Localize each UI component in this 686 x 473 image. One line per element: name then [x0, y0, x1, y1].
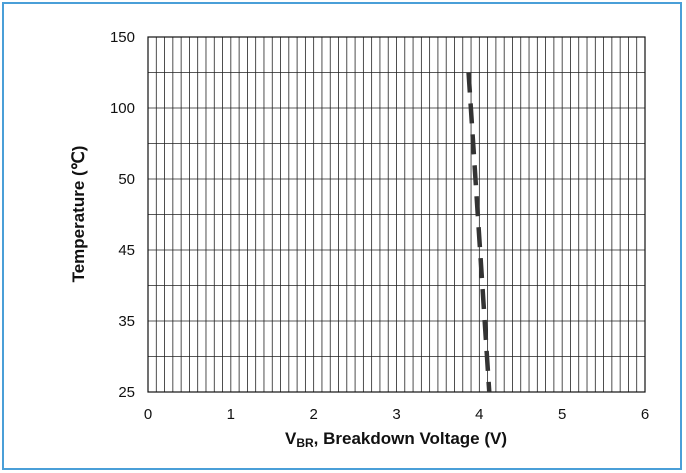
y-tick-label: 35	[118, 313, 135, 330]
x-tick-label: 3	[392, 406, 400, 423]
y-tick-label: 45	[118, 242, 135, 259]
series-layer	[466, 72, 492, 393]
x-tick-label: 2	[309, 406, 317, 423]
x-tick-label: 5	[558, 406, 566, 423]
y-tick-labels: 25 35 45 50 100 150	[110, 29, 135, 401]
x-tick-label: 6	[641, 406, 649, 423]
y-tick-label: 150	[110, 29, 135, 46]
series-line-breakdown-voltage	[466, 72, 492, 393]
plot-area-border	[147, 36, 646, 393]
x-axis-label-rest: , Breakdown Voltage (V)	[314, 429, 507, 448]
x-tick-label: 0	[144, 406, 152, 423]
y-tick-label: 25	[118, 384, 135, 401]
x-tick-label: 1	[227, 406, 235, 423]
x-axis-label-subscript: BR	[296, 436, 314, 450]
x-axis-label: VBR, Breakdown Voltage (V)	[285, 429, 507, 450]
x-axis-label-main: V	[285, 429, 297, 448]
x-tick-labels: 0 1 2 3 4 5 6	[144, 406, 649, 423]
y-axis-label: Temperature (℃)	[69, 146, 88, 283]
grid	[148, 37, 645, 392]
y-tick-label: 100	[110, 100, 135, 117]
x-tick-label: 4	[475, 406, 483, 423]
y-tick-label: 50	[118, 171, 135, 188]
